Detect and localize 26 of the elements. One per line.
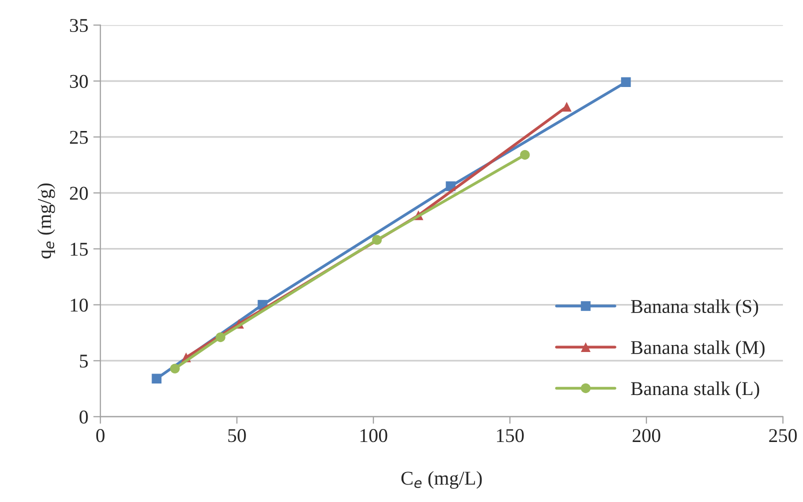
x-tick-label: 250 [769,429,797,442]
y-tick-label: 20 [70,186,88,200]
point [216,332,226,342]
legend-label: Banana stalk (S) [630,299,758,317]
legend-label: Banana stalk (L) [630,382,760,400]
point [621,77,631,88]
x-tick-label: 150 [497,429,524,442]
legend-label: Banana stalk (M) [630,340,765,358]
x-tick-label: 100 [360,429,388,442]
point [562,102,572,112]
x-tick-label: 200 [632,429,660,442]
point [152,374,162,384]
y-tick-label: 30 [70,74,88,88]
x-tick-label: 0 [96,429,104,442]
y-tick-label: 5 [80,354,88,368]
x-axis-title: C$_{e}$ (mg/L) [401,471,482,489]
point [520,150,530,160]
x-tick-label: 50 [228,429,246,442]
y-tick-label: 35 [70,18,88,32]
point [372,235,382,245]
y-tick-label: 25 [70,130,88,144]
point [170,364,180,374]
y-tick-label: 15 [70,242,88,256]
y-tick-label: 10 [70,298,88,312]
y-tick-label: 0 [80,410,88,424]
y-axis-title: q$_{e}$ (mg/g) [37,183,56,258]
